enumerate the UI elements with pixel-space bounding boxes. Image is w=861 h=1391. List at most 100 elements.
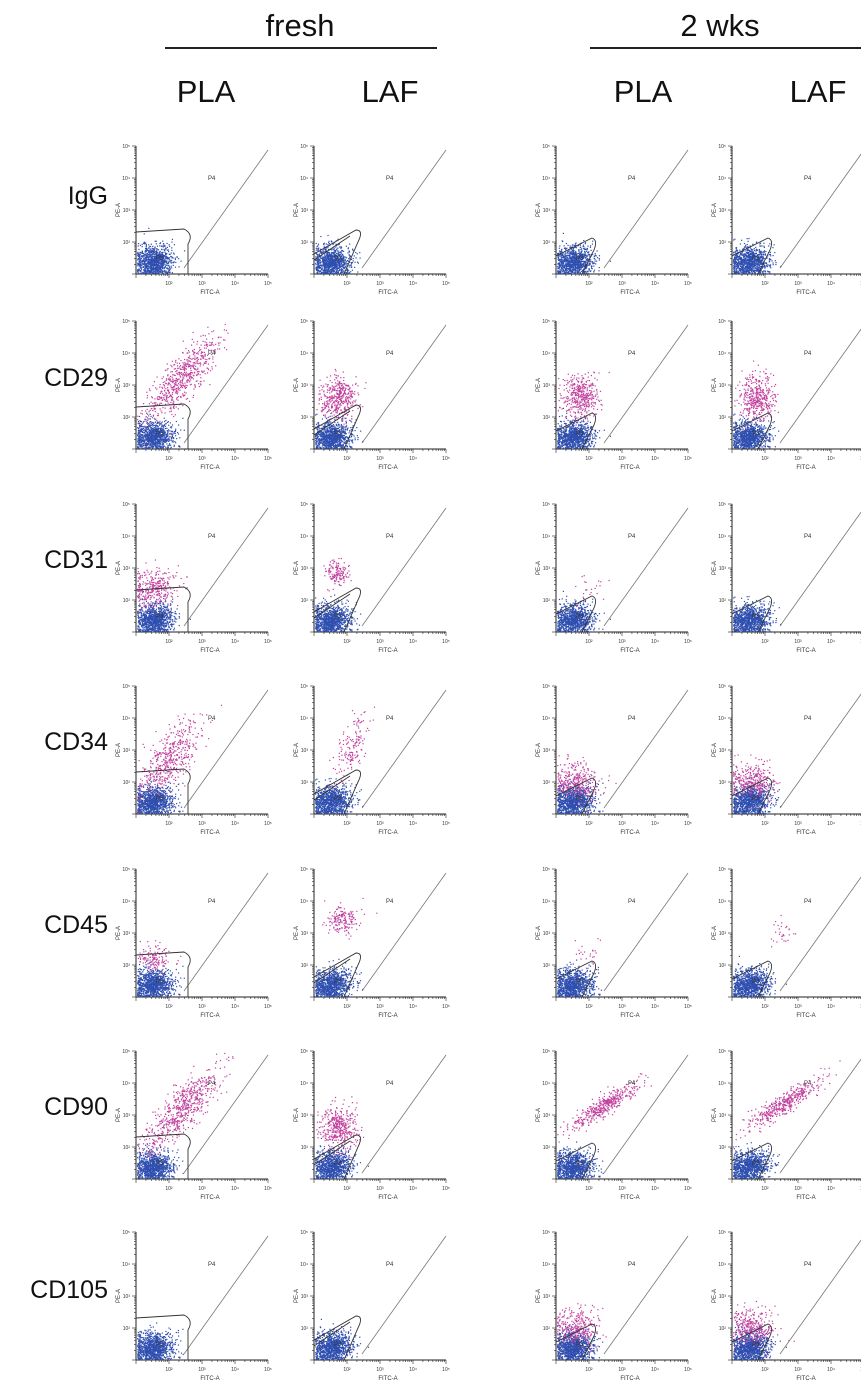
y-tick-label: 10³ xyxy=(543,931,551,937)
y-tick-label: 10² xyxy=(301,780,309,786)
group-rule-fresh xyxy=(165,47,437,49)
y-tick-label: 10³ xyxy=(123,1113,131,1119)
y-tick-label: 10³ xyxy=(543,748,551,754)
x-tick-label: 10⁵ xyxy=(264,1004,272,1010)
gate-label-p3: P3 xyxy=(576,431,584,437)
gate-label-p4: P4 xyxy=(208,534,216,540)
diagonal-gate-line xyxy=(780,508,861,626)
y-tick-label: 10⁴ xyxy=(542,351,550,357)
y-tick-label: 10³ xyxy=(719,566,727,572)
row-label-cd105: CD105 xyxy=(4,1276,108,1305)
y-tick-label: 10² xyxy=(301,1145,309,1151)
x-tick-label: 10² xyxy=(761,639,769,645)
x-tick-label: 10² xyxy=(761,1186,769,1192)
y-tick-label: 10² xyxy=(123,1145,131,1151)
diagonal-gate-line xyxy=(780,150,861,268)
y-tick-label: 10² xyxy=(719,1145,727,1151)
x-tick-label: 10⁴ xyxy=(651,281,659,287)
y-axis-label: PE-A xyxy=(712,378,718,392)
x-tick-label: 10³ xyxy=(618,1367,626,1373)
y-axis-label: PE-A xyxy=(712,743,718,757)
y-tick-label: 10² xyxy=(719,1326,727,1332)
diagonal-gate-line xyxy=(362,325,446,443)
diagonal-gate-line xyxy=(184,508,268,626)
y-tick-label: 10⁴ xyxy=(122,1262,130,1268)
gate-label-p3: P3 xyxy=(752,614,760,620)
gate-label-p3: P3 xyxy=(576,1342,584,1348)
gate-label-p4: P4 xyxy=(804,899,812,905)
y-tick-label: 10² xyxy=(301,1326,309,1332)
x-tick-label: 10⁴ xyxy=(827,456,835,462)
gate-label-p3: P3 xyxy=(576,1161,584,1167)
x-tick-label: 10⁴ xyxy=(409,1186,417,1192)
x-axis-label: FITC-A xyxy=(378,1376,397,1382)
row-label-cd29: CD29 xyxy=(4,364,108,393)
gate-label-p3: P3 xyxy=(156,1161,164,1167)
y-tick-label: 10⁵ xyxy=(718,144,726,150)
y-tick-label: 10³ xyxy=(123,383,131,389)
event-dots xyxy=(557,372,611,450)
y-axis-label: PE-A xyxy=(536,926,542,940)
x-tick-label: 10⁴ xyxy=(651,1004,659,1010)
y-tick-label: 10⁴ xyxy=(300,534,308,540)
gate-label-p3: P3 xyxy=(752,256,760,262)
y-tick-label: 10⁴ xyxy=(718,534,726,540)
diagonal-gate-line xyxy=(184,1236,268,1354)
x-tick-label: 10⁵ xyxy=(684,639,692,645)
gate-label-p3: P3 xyxy=(576,796,584,802)
y-tick-label: 10³ xyxy=(719,931,727,937)
y-tick-label: 10⁴ xyxy=(300,351,308,357)
y-tick-label: 10⁵ xyxy=(122,1049,130,1055)
gate-label-p4: P4 xyxy=(804,716,812,722)
x-tick-label: 10² xyxy=(585,639,593,645)
gate-label-p4: P4 xyxy=(208,351,216,357)
y-tick-label: 10³ xyxy=(543,566,551,572)
y-tick-label: 10³ xyxy=(543,1294,551,1300)
x-tick-label: 10⁴ xyxy=(231,456,239,462)
x-tick-label: 10² xyxy=(761,456,769,462)
diagonal-gate-line xyxy=(362,1236,446,1354)
gate-label-p4: P4 xyxy=(628,1081,636,1087)
x-axis-label: FITC-A xyxy=(796,830,815,836)
x-tick-label: 10³ xyxy=(794,281,802,287)
x-tick-label: 10³ xyxy=(618,1004,626,1010)
y-tick-label: 10³ xyxy=(301,208,309,214)
y-tick-label: 10² xyxy=(123,598,131,604)
x-tick-label: 10² xyxy=(585,1004,593,1010)
y-tick-label: 10⁵ xyxy=(718,319,726,325)
gate-label-p4: P4 xyxy=(386,899,394,905)
x-tick-label: 10⁵ xyxy=(264,1186,272,1192)
x-tick-label: 10⁵ xyxy=(264,821,272,827)
x-tick-label: 10³ xyxy=(618,1186,626,1192)
y-axis-label: PE-A xyxy=(116,1108,122,1122)
x-tick-label: 10³ xyxy=(618,821,626,827)
y-tick-label: 10⁴ xyxy=(300,716,308,722)
gate-label-p3: P3 xyxy=(334,1161,342,1167)
gate-label-p4: P4 xyxy=(628,1262,636,1268)
row-label-cd45: CD45 xyxy=(4,911,108,940)
x-tick-label: 10⁵ xyxy=(684,456,692,462)
x-tick-label: 10³ xyxy=(618,281,626,287)
y-tick-label: 10³ xyxy=(719,1113,727,1119)
gate-label-p3: P3 xyxy=(576,979,584,985)
event-dots xyxy=(733,754,781,814)
x-tick-label: 10⁴ xyxy=(827,1186,835,1192)
x-tick-label: 10⁵ xyxy=(442,281,450,287)
y-tick-label: 10⁴ xyxy=(718,1081,726,1087)
x-axis-label: FITC-A xyxy=(200,830,219,836)
gate-label-p3: P3 xyxy=(156,979,164,985)
y-tick-label: 10⁵ xyxy=(122,1230,130,1236)
event-dots xyxy=(557,233,611,274)
x-axis-label: FITC-A xyxy=(200,290,219,296)
x-tick-label: 10⁴ xyxy=(827,281,835,287)
event-dots xyxy=(315,369,367,449)
